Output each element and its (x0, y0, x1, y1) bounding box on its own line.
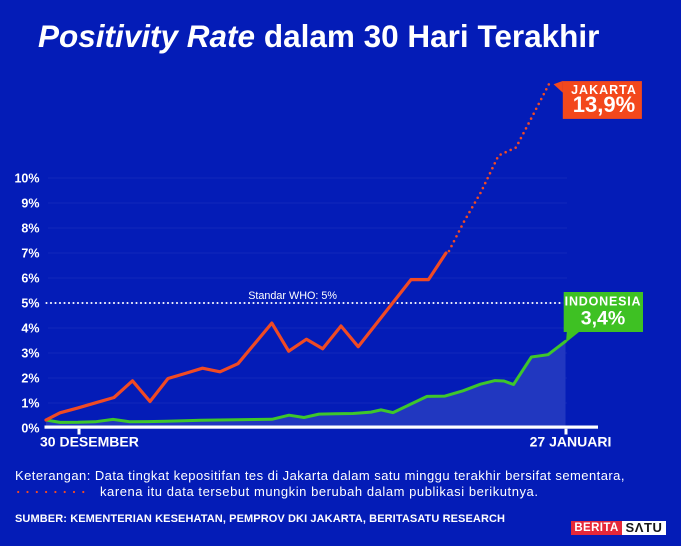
svg-text:3,4%: 3,4% (581, 308, 625, 330)
svg-text:1%: 1% (21, 397, 39, 411)
svg-text:13,9%: 13,9% (573, 92, 635, 117)
svg-text:3%: 3% (21, 347, 39, 361)
svg-text:INDONESIA: INDONESIA (565, 295, 642, 309)
svg-text:27 JANUARI: 27 JANUARI (530, 434, 612, 450)
svg-text:8%: 8% (21, 222, 39, 236)
svg-text:JAKARTA: JAKARTA (571, 83, 637, 97)
svg-text:Standar WHO: 5%: Standar WHO: 5% (248, 290, 337, 302)
svg-text:7%: 7% (21, 247, 39, 261)
svg-text:10%: 10% (14, 172, 39, 186)
svg-text:0%: 0% (21, 422, 39, 436)
svg-text:9%: 9% (21, 197, 39, 211)
svg-text:4%: 4% (21, 322, 39, 336)
svg-text:2%: 2% (21, 372, 39, 386)
svg-text:30 DESEMBER: 30 DESEMBER (40, 434, 139, 450)
svg-text:5%: 5% (21, 297, 39, 311)
svg-text:6%: 6% (21, 272, 39, 286)
